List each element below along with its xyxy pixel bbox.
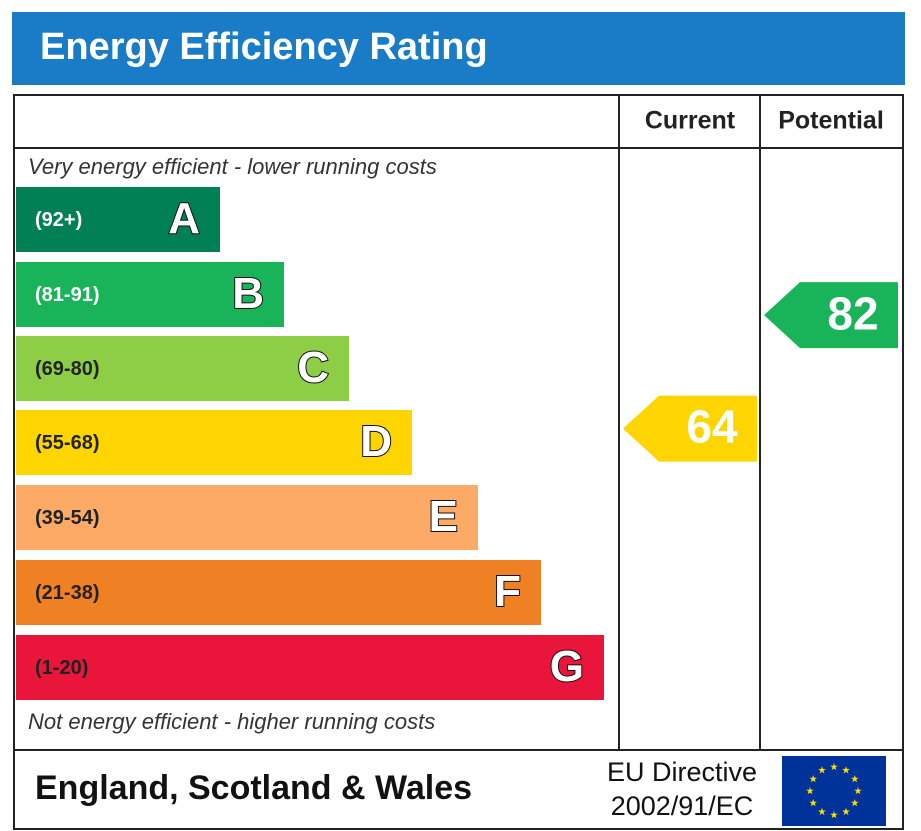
band-letter: F (494, 567, 521, 616)
directive-line: EU Directive (607, 757, 757, 787)
flag-stars (806, 763, 862, 819)
band-range: (21-38) (35, 582, 99, 604)
band-letter: G (550, 642, 584, 691)
top-note: Very energy efficient - lower running co… (28, 154, 437, 179)
band-letter: C (297, 343, 329, 392)
flag-star (818, 766, 826, 774)
band-letter: E (429, 492, 458, 541)
flag-star (842, 807, 850, 815)
band-letter: D (360, 417, 392, 466)
flag-star (806, 787, 814, 795)
rating-arrow (764, 282, 898, 349)
eu-flag (782, 756, 886, 826)
rating-value: 82 (827, 287, 878, 339)
bottom-note: Not energy efficient - higher running co… (28, 709, 435, 734)
rating-arrow (623, 395, 757, 462)
flag-star (830, 763, 838, 771)
frame (13, 94, 904, 830)
band-range: (69-80) (35, 358, 99, 380)
flag-star (851, 799, 859, 807)
header-potential: Potential (778, 107, 884, 135)
flag-star (809, 775, 817, 783)
footer-region: England, Scotland & Wales (35, 769, 472, 807)
band-range: (81-91) (35, 284, 99, 306)
flag-star (851, 775, 859, 783)
title: Energy Efficiency Rating (40, 26, 488, 68)
band-bar (16, 187, 220, 252)
flag-star (854, 787, 862, 795)
arrows: 64 82 (623, 282, 898, 462)
band-bar (16, 485, 478, 550)
flag-star (830, 811, 838, 819)
header-current: Current (645, 107, 736, 135)
band-range: (39-54) (35, 507, 99, 529)
band-letter: A (168, 194, 200, 243)
flag-star (818, 807, 826, 815)
rating-value: 64 (686, 401, 738, 453)
band-range: (92+) (35, 209, 82, 231)
band-bar (16, 336, 349, 401)
band-letter: B (232, 269, 264, 318)
directive-line: 2002/91/EC (611, 791, 754, 821)
band-bar (16, 262, 284, 327)
bands: (92+) A (81-91) B (69-80) C (55-68) D (39-54) E (2… (16, 187, 604, 700)
band-range: (1-20) (35, 657, 88, 679)
band-bar (16, 410, 412, 475)
title-bar (12, 12, 905, 85)
band-bar (16, 560, 541, 625)
flag-star (809, 799, 817, 807)
band-range: (55-68) (35, 432, 99, 454)
flag-star (842, 766, 850, 774)
band-bar (16, 635, 604, 700)
